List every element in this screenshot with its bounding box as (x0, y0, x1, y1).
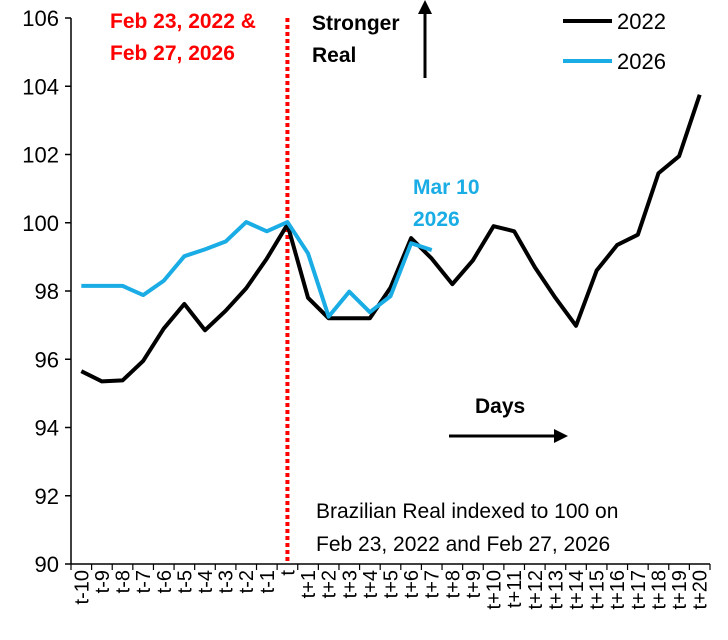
y-tick-label: 98 (35, 279, 59, 304)
note-line1: Brazilian Real indexed to 100 on (316, 500, 618, 523)
mar-label-line1: Mar 10 (413, 176, 480, 199)
y-tick-label: 102 (22, 143, 59, 168)
x-tick-label: t+13 (545, 570, 567, 609)
series-line-2022 (80, 94, 702, 384)
x-tick-label: t-5 (174, 570, 196, 593)
x-tick-label: t+14 (566, 570, 588, 609)
y-tick-label: 96 (35, 347, 59, 372)
x-tick-label: t+2 (319, 570, 341, 598)
note-line2: Feb 23, 2022 and Feb 27, 2026 (316, 533, 610, 556)
x-tick-label: t+12 (525, 570, 547, 609)
x-tick-label: t+7 (422, 570, 444, 598)
x-tick-label: t-1 (257, 570, 279, 593)
x-tick-label: t+20 (690, 570, 712, 609)
up-arrow-icon (418, 0, 432, 78)
y-tick-label: 100 (22, 211, 59, 236)
x-tick-label: t-7 (133, 570, 155, 593)
x-tick-label: t+9 (463, 570, 485, 598)
x-tick-label: t+10 (484, 570, 506, 609)
series-layer (80, 94, 702, 384)
x-tick-label: t+1 (298, 570, 320, 598)
x-tick-label: t-9 (92, 570, 114, 593)
x-tick-label: t+3 (339, 570, 361, 598)
y-tick-label: 90 (35, 552, 59, 577)
x-tick-label: t-6 (154, 570, 176, 593)
x-axis-ticks: t-10t-9t-8t-7t-6t-5t-4t-3t-2t-1tt+1t+2t+… (70, 564, 712, 609)
y-tick-label: 106 (22, 6, 59, 31)
x-tick-label: t-10 (71, 570, 93, 604)
stronger-label-line2: Real (312, 44, 356, 67)
x-tick-label: t+15 (587, 570, 609, 609)
x-tick-label: t+18 (648, 570, 670, 609)
x-tick-label: t+6 (401, 570, 423, 598)
x-tick-label: t+17 (628, 570, 650, 609)
days-label: Days (475, 395, 525, 418)
y-tick-label: 92 (35, 484, 59, 509)
x-tick-label: t+19 (669, 570, 691, 609)
event-label-line2: Feb 27, 2026 (110, 42, 235, 65)
x-tick-label: t+5 (381, 570, 403, 598)
x-tick-label: t+11 (504, 570, 526, 608)
y-tick-label: 94 (35, 416, 59, 441)
legend: 2022 2026 (563, 9, 666, 74)
stronger-label-line1: Stronger (312, 12, 400, 35)
series-line-2026 (81, 220, 433, 319)
legend-label-2022: 2022 (617, 9, 666, 34)
x-tick-label: t+4 (360, 570, 382, 598)
x-tick-label: t-8 (113, 570, 135, 593)
right-arrow-icon (449, 429, 568, 443)
y-tick-label: 104 (22, 74, 59, 99)
mar-label-line2: 2026 (413, 208, 460, 231)
x-tick-label: t (277, 570, 299, 576)
y-axis-ticks: 90 92 94 96 98 100 102 104 106 (22, 6, 71, 577)
legend-label-2026: 2026 (617, 49, 666, 74)
x-tick-label: t-4 (195, 570, 217, 593)
x-tick-label: t+16 (607, 570, 629, 609)
x-tick-label: t+8 (442, 570, 464, 598)
event-label-line1: Feb 23, 2022 & (110, 10, 256, 33)
x-tick-label: t-2 (236, 570, 258, 593)
x-tick-label: t-3 (216, 570, 238, 593)
